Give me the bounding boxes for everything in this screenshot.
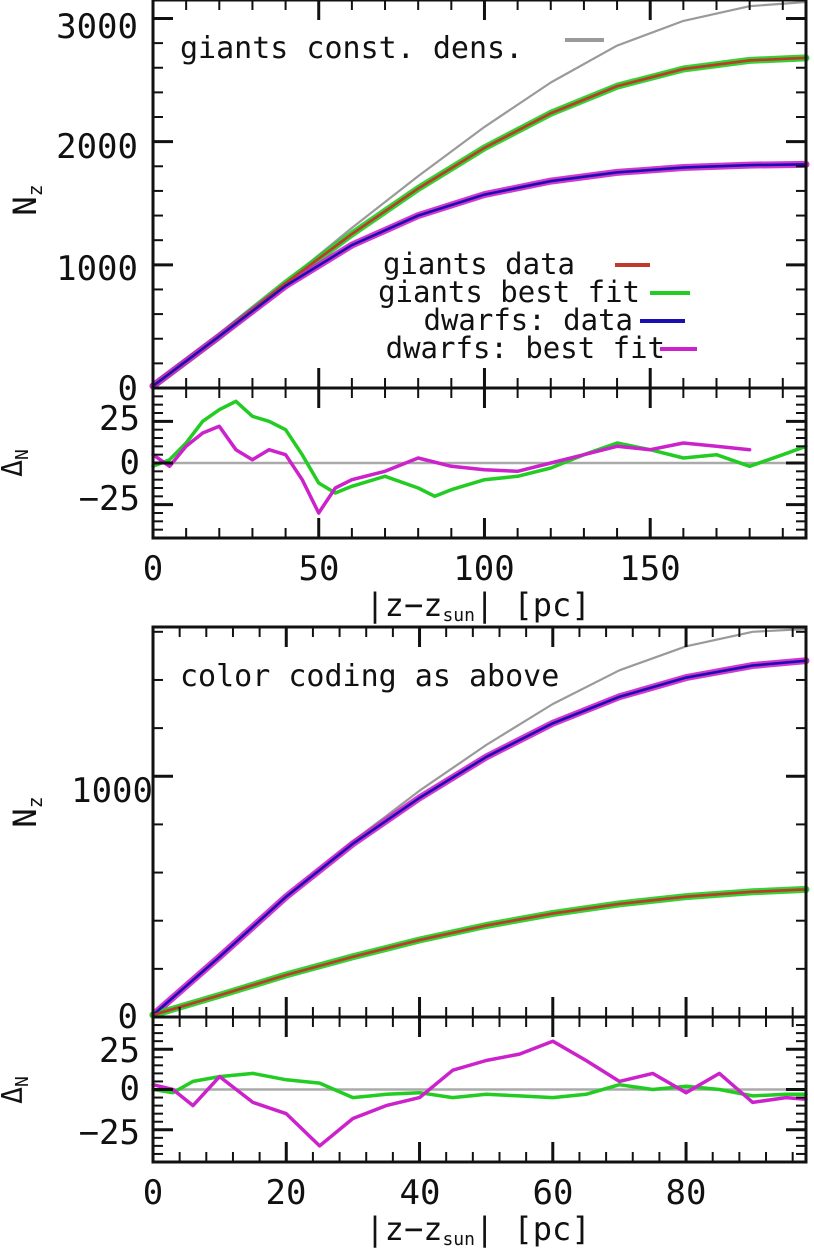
top-y-tick-0: 0 xyxy=(118,369,138,409)
bottom-res-y-tick-minus25: −25 xyxy=(79,1113,140,1153)
bottom-x-tick-20: 20 xyxy=(266,1173,307,1213)
bottom-series-lines xyxy=(149,627,810,1019)
bottom-y-tick-1000: 1000 xyxy=(71,771,153,811)
bottom-residual-ticks xyxy=(151,1017,806,1162)
legend-label-giants-best-fit: giants best fit xyxy=(378,275,640,309)
bottom-main-panel: 0 1000 Nz color coding as above xyxy=(6,625,810,1037)
bottom-x-tick-40: 40 xyxy=(400,1173,441,1213)
bottom-x-tick-60: 60 xyxy=(533,1173,574,1213)
bottom-main-ticks xyxy=(151,627,806,1017)
top-x-tick-0: 0 xyxy=(143,549,163,589)
top-res-y-tick-25: 25 xyxy=(99,399,140,439)
top-annotation: giants const. dens. xyxy=(180,31,523,66)
top-residual-panel: 25 0 −25 ΔN 0 50 100 150 |z−zsun| [pc] xyxy=(0,386,808,626)
top-y-tick-2000: 2000 xyxy=(56,127,138,167)
top-x-tick-100: 100 xyxy=(453,549,514,589)
bottom-residual-panel: 25 0 −25 ΔN 0 20 40 60 80 |z−zsun| [pc] xyxy=(0,1015,808,1250)
top-y-tick-3000: 3000 xyxy=(56,7,138,47)
top-series-lines xyxy=(149,0,810,390)
top-x-tick-150: 150 xyxy=(619,549,680,589)
series-line-dwarfs-residual xyxy=(151,1039,808,1148)
top-residual-y-axis-title: ΔN xyxy=(0,449,33,477)
top-res-y-tick-minus25: −25 xyxy=(79,479,140,519)
bottom-res-y-tick-25: 25 xyxy=(99,1031,140,1071)
top-y-tick-1000: 1000 xyxy=(56,249,138,289)
bottom-residual-y-axis-title: ΔN xyxy=(0,1076,33,1104)
bottom-residual-series-lines xyxy=(151,1039,808,1148)
series-line-overlay-dwarfs-data xyxy=(152,163,807,388)
series-line-overlay-dwarfs-data xyxy=(152,659,807,1016)
bottom-y-tick-0: 0 xyxy=(118,997,138,1037)
top-main-ticks xyxy=(151,0,806,388)
bottom-annotation: color coding as above xyxy=(180,659,559,694)
top-residual-series-lines xyxy=(151,399,808,515)
series-line-dwarfs-residual xyxy=(151,424,752,515)
top-x-axis-title: |z−zsun| [pc] xyxy=(365,586,590,626)
series-line-giants-residual xyxy=(151,1071,808,1100)
bottom-x-axis-title: |z−zsun| [pc] xyxy=(365,1210,590,1250)
legend-label-dwarfs-data: dwarfs: data xyxy=(423,303,633,337)
bottom-x-tick-80: 80 xyxy=(666,1173,707,1213)
series-line-giants-residual xyxy=(151,399,808,499)
top-res-y-tick-0: 0 xyxy=(120,443,140,483)
legend-label-giants-data: giants data xyxy=(383,247,575,281)
series-line-overlay-giants-data xyxy=(152,56,807,388)
bottom-y-axis-title: Nz xyxy=(6,796,47,827)
top-y-axis-title: Nz xyxy=(6,184,47,215)
bottom-x-tick-0: 0 xyxy=(143,1173,163,1213)
legend-label-dwarfs-best-fit: dwarfs: best fit xyxy=(386,331,665,365)
top-x-tick-50: 50 xyxy=(299,549,340,589)
series-line-overlay-giants-data xyxy=(152,888,807,1017)
bottom-res-y-tick-0: 0 xyxy=(120,1069,140,1109)
top-legend: giants data giants best fit dwarfs: data… xyxy=(378,247,697,365)
top-main-panel: 0 1000 2000 3000 Nz giants const. dens. … xyxy=(6,0,810,409)
top-residual-ticks xyxy=(151,388,806,538)
